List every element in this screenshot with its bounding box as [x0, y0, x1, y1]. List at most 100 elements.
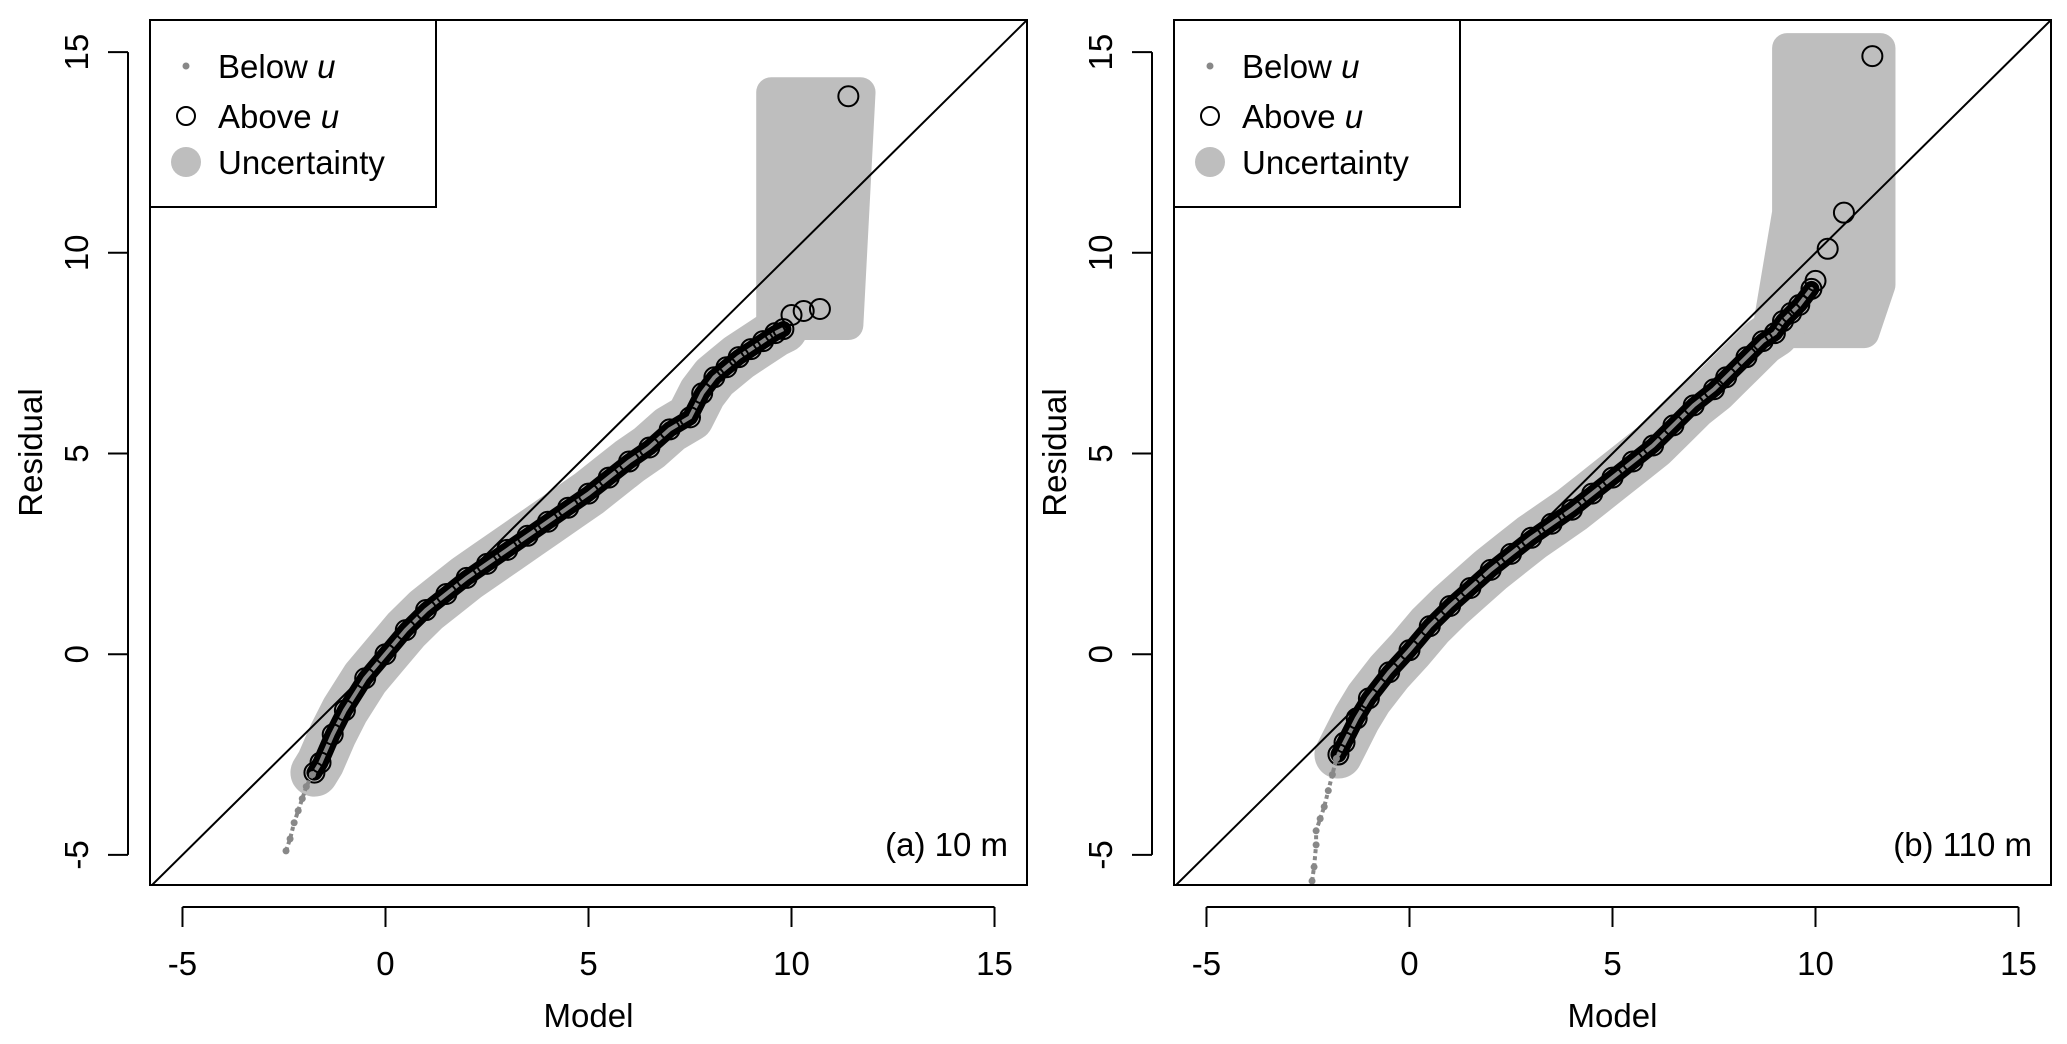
- above-u-point: [727, 346, 750, 369]
- above-u-point: [577, 482, 600, 505]
- x-tick-label: -5: [1192, 945, 1221, 982]
- reference-line: [150, 20, 1027, 885]
- above-u-point: [1621, 450, 1644, 473]
- above-u-point: [1816, 237, 1839, 260]
- above-u-point: [1715, 366, 1738, 389]
- legend-box: [149, 19, 437, 208]
- above-u-point: [374, 643, 397, 666]
- below-u-point: [1328, 771, 1336, 779]
- above-u-point: [1601, 466, 1624, 489]
- above-u-point: [837, 85, 860, 108]
- above-u-point: [496, 538, 519, 561]
- x-tick-label: 0: [376, 945, 394, 982]
- above-u-point: [1763, 322, 1786, 345]
- legend-label: Above u: [218, 98, 339, 135]
- above-u-point: [618, 450, 641, 473]
- uncertainty-band: [290, 285, 844, 797]
- above-u-point: [536, 510, 559, 533]
- above-u-point: [1581, 482, 1604, 505]
- below-u-point: [1308, 877, 1316, 885]
- plot-area: [1174, 20, 2051, 885]
- above-u-point: [415, 599, 438, 622]
- x-tick-label: 10: [1797, 945, 1834, 982]
- panel-label: (b) 110 m: [1893, 826, 2032, 863]
- x-tick-label: 15: [2000, 945, 2037, 982]
- below-u-point: [1324, 787, 1332, 795]
- x-tick-label: 5: [1603, 945, 1621, 982]
- above-u-point: [1327, 743, 1350, 766]
- legend-label: Above u: [1242, 98, 1363, 135]
- below-u-point: [308, 771, 316, 779]
- above-u-point: [309, 751, 332, 774]
- below-u-point: [290, 819, 298, 827]
- above-u-point: [1333, 731, 1356, 754]
- above-u-point: [752, 330, 775, 353]
- above-u-point: [638, 436, 661, 459]
- legend-label-symbol: u: [1341, 48, 1359, 85]
- legend-label-text: Above: [218, 98, 321, 135]
- above-u-point: [435, 582, 458, 605]
- above-u-point: [1832, 201, 1855, 224]
- legend-below-u-icon: [1206, 62, 1214, 70]
- above-u-point: [739, 338, 762, 361]
- x-tick-label: 15: [976, 945, 1013, 982]
- above-u-point: [1735, 346, 1758, 369]
- legend-label-text: Below: [1242, 48, 1341, 85]
- legend-label-symbol: u: [321, 98, 339, 135]
- above-u-point: [1378, 661, 1401, 684]
- above-u-point: [1772, 310, 1795, 333]
- above-u-point: [1459, 576, 1482, 599]
- reference-line: [1174, 20, 2051, 885]
- x-tick-label: -5: [168, 945, 197, 982]
- panel-label: (a) 10 m: [885, 826, 1008, 863]
- above-u-point: [557, 496, 580, 519]
- above-u-point: [691, 382, 714, 405]
- above-u-point: [1479, 558, 1502, 581]
- panel-a: -5 0 5 10 15 -5 0 5 10 15 Model Residual (a) 10 m Bel…: [12, 19, 1028, 1034]
- plot-frame: [1173, 19, 2052, 886]
- below-u-point: [1332, 755, 1340, 763]
- above-u-point: [1682, 394, 1705, 417]
- legend-label-text: Below: [218, 48, 317, 85]
- legend-label: Below u: [1242, 48, 1359, 85]
- above-u-point: [597, 466, 620, 489]
- x-axis-label: Model: [1568, 997, 1658, 1034]
- above-u-point: [1804, 269, 1827, 292]
- legend-label: Uncertainty: [1242, 144, 1409, 181]
- below-u-point: [294, 807, 302, 815]
- below-u-point: [286, 835, 294, 843]
- above-u-point: [516, 524, 539, 547]
- legend: Below u Above u Uncertainty: [1173, 19, 1461, 208]
- panel-b: -5 0 5 10 15 -5 0 5 10 15 Model Residual (b) 110 m Be…: [1036, 19, 2052, 1034]
- above-u-point: [808, 298, 831, 321]
- y-tick-label: 15: [1082, 34, 1119, 71]
- legend-uncertainty-icon: [171, 147, 201, 177]
- above-u-point: [475, 552, 498, 575]
- y-tick-label: 10: [58, 234, 95, 271]
- y-tick-label: 15: [58, 34, 95, 71]
- above-u-point: [658, 418, 681, 441]
- below-u-point: [1320, 803, 1328, 811]
- above-u-point: [1499, 542, 1522, 565]
- below-u-point: [1316, 815, 1324, 823]
- above-u-point: [1780, 302, 1803, 325]
- above-u-point: [1662, 414, 1685, 437]
- below-u-point: [1312, 827, 1320, 835]
- x-tick-label: 0: [1400, 945, 1418, 982]
- below-u-point: [298, 795, 306, 803]
- x-axis: -5 0 5 10 15: [168, 906, 1013, 982]
- y-tick-label: 5: [1082, 444, 1119, 462]
- legend-label-text: Uncertainty: [1242, 144, 1409, 181]
- y-axis-label: Residual: [12, 388, 49, 516]
- x-tick-label: 10: [773, 945, 810, 982]
- y-tick-label: 5: [58, 444, 95, 462]
- above-u-point: [1398, 639, 1421, 662]
- legend-uncertainty-icon: [1195, 147, 1225, 177]
- legend-label: Uncertainty: [218, 144, 385, 181]
- legend-label-symbol: u: [317, 48, 335, 85]
- above-u-point: [792, 300, 815, 323]
- y-tick-label: 0: [58, 645, 95, 663]
- above-u-point: [1788, 293, 1811, 316]
- legend-label-text: Above: [1242, 98, 1345, 135]
